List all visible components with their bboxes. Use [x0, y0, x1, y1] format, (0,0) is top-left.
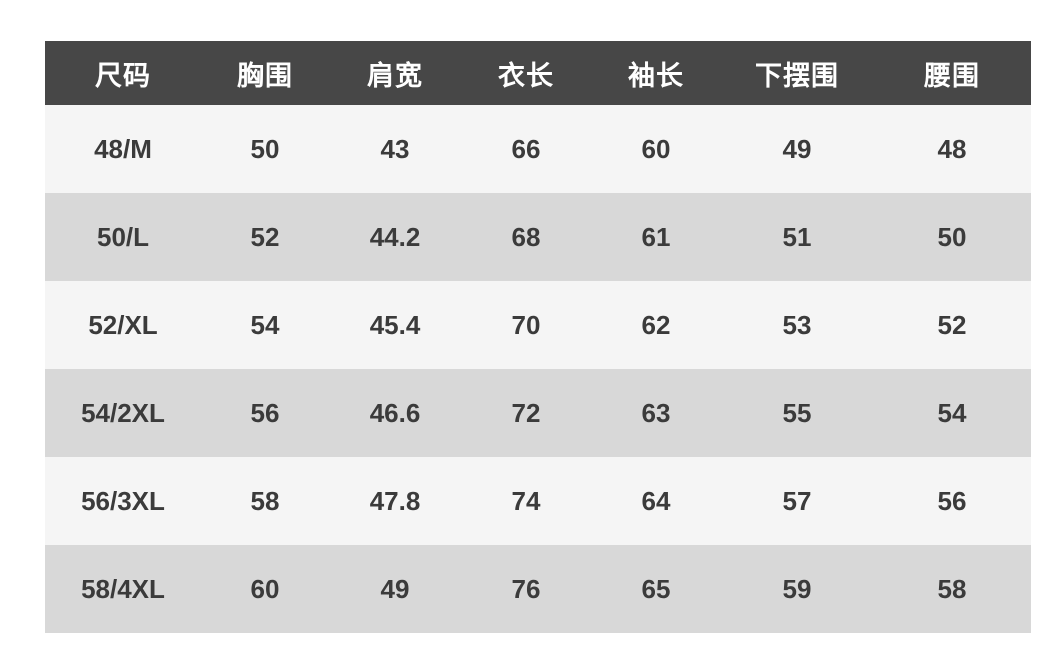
size-chart-container: 尺码 胸围 肩宽 衣长 袖长 下摆围 腰围 48/M 50 43 66 60 4…	[45, 41, 1031, 633]
cell-length: 74	[461, 457, 591, 545]
cell-length: 70	[461, 281, 591, 369]
cell-waist: 58	[873, 545, 1031, 633]
cell-length: 68	[461, 193, 591, 281]
cell-shoulder: 45.4	[329, 281, 461, 369]
cell-sleeve: 64	[591, 457, 721, 545]
cell-waist: 56	[873, 457, 1031, 545]
cell-size: 48/M	[45, 105, 201, 193]
cell-shoulder: 47.8	[329, 457, 461, 545]
cell-size: 54/2XL	[45, 369, 201, 457]
cell-sleeve: 65	[591, 545, 721, 633]
table-header: 尺码 胸围 肩宽 衣长 袖长 下摆围 腰围	[45, 41, 1031, 105]
cell-waist: 54	[873, 369, 1031, 457]
cell-length: 76	[461, 545, 591, 633]
cell-bust: 56	[201, 369, 329, 457]
cell-waist: 52	[873, 281, 1031, 369]
column-header-sleeve: 袖长	[591, 41, 721, 105]
cell-length: 66	[461, 105, 591, 193]
cell-bust: 60	[201, 545, 329, 633]
cell-waist: 48	[873, 105, 1031, 193]
cell-waist: 50	[873, 193, 1031, 281]
table-row: 56/3XL 58 47.8 74 64 57 56	[45, 457, 1031, 545]
cell-bust: 52	[201, 193, 329, 281]
cell-shoulder: 49	[329, 545, 461, 633]
cell-shoulder: 43	[329, 105, 461, 193]
size-chart-table: 尺码 胸围 肩宽 衣长 袖长 下摆围 腰围 48/M 50 43 66 60 4…	[45, 41, 1031, 633]
column-header-bust: 胸围	[201, 41, 329, 105]
column-header-size: 尺码	[45, 41, 201, 105]
cell-size: 52/XL	[45, 281, 201, 369]
cell-shoulder: 44.2	[329, 193, 461, 281]
cell-sleeve: 63	[591, 369, 721, 457]
cell-hem: 59	[721, 545, 873, 633]
cell-sleeve: 61	[591, 193, 721, 281]
column-header-waist: 腰围	[873, 41, 1031, 105]
table-row: 52/XL 54 45.4 70 62 53 52	[45, 281, 1031, 369]
cell-size: 56/3XL	[45, 457, 201, 545]
table-header-row: 尺码 胸围 肩宽 衣长 袖长 下摆围 腰围	[45, 41, 1031, 105]
cell-bust: 50	[201, 105, 329, 193]
cell-hem: 55	[721, 369, 873, 457]
cell-size: 58/4XL	[45, 545, 201, 633]
table-row: 48/M 50 43 66 60 49 48	[45, 105, 1031, 193]
cell-hem: 51	[721, 193, 873, 281]
column-header-shoulder: 肩宽	[329, 41, 461, 105]
cell-bust: 58	[201, 457, 329, 545]
cell-shoulder: 46.6	[329, 369, 461, 457]
cell-hem: 49	[721, 105, 873, 193]
cell-sleeve: 62	[591, 281, 721, 369]
table-row: 58/4XL 60 49 76 65 59 58	[45, 545, 1031, 633]
cell-bust: 54	[201, 281, 329, 369]
cell-hem: 57	[721, 457, 873, 545]
column-header-hem: 下摆围	[721, 41, 873, 105]
table-body: 48/M 50 43 66 60 49 48 50/L 52 44.2 68 6…	[45, 105, 1031, 633]
cell-length: 72	[461, 369, 591, 457]
table-row: 50/L 52 44.2 68 61 51 50	[45, 193, 1031, 281]
cell-size: 50/L	[45, 193, 201, 281]
cell-hem: 53	[721, 281, 873, 369]
cell-sleeve: 60	[591, 105, 721, 193]
table-row: 54/2XL 56 46.6 72 63 55 54	[45, 369, 1031, 457]
column-header-length: 衣长	[461, 41, 591, 105]
